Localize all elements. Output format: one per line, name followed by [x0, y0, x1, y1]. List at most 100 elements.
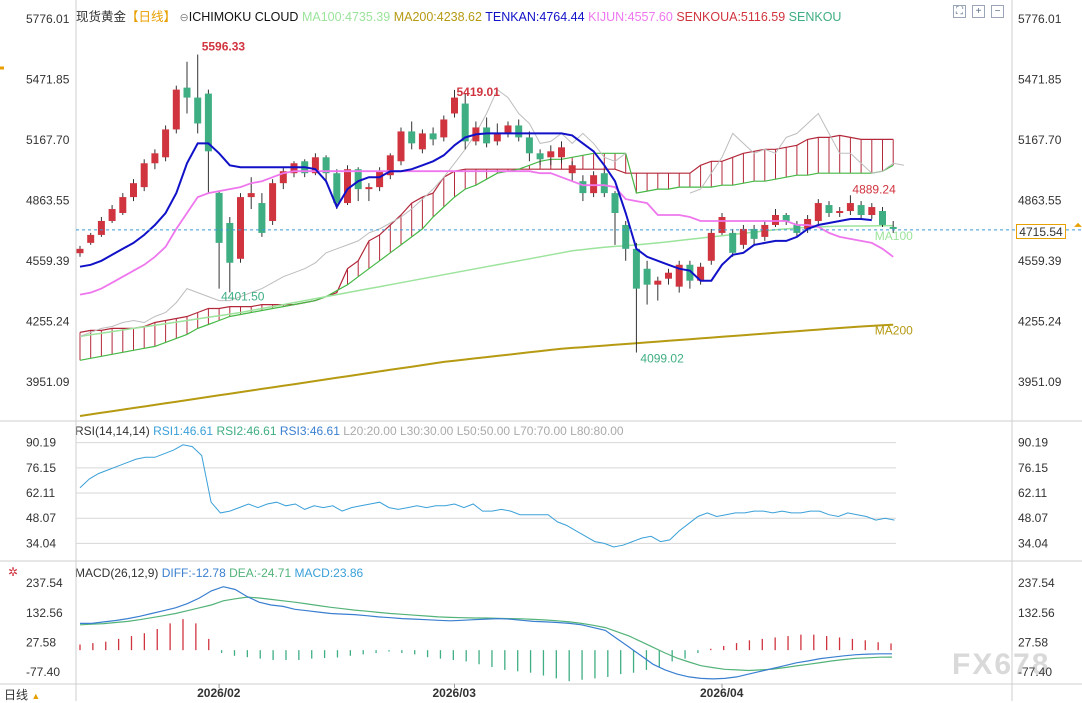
macd-tick-left: 27.58 [26, 635, 56, 649]
candle-body [857, 205, 865, 216]
y-tick-label-left: 5167.70 [26, 133, 70, 147]
candle-body [140, 163, 148, 188]
zoom-in-icon[interactable]: + [972, 5, 985, 18]
rsi1-value: RSI1:46.61 [153, 424, 214, 438]
symbol-label: 现货黄金 [76, 10, 127, 24]
rsi2-value: RSI2:46.61 [216, 424, 277, 438]
x-tick-label: 2026/04 [700, 686, 744, 700]
candle-body [846, 203, 854, 212]
candle-body [600, 173, 608, 194]
tenkan-line [79, 132, 872, 282]
rsi-tick-left: 76.15 [26, 461, 56, 475]
rsi-l50: L50:50.00 [456, 424, 511, 438]
candle-body [151, 153, 159, 164]
rsi-line [79, 444, 895, 548]
candle-body [739, 228, 747, 245]
candle-body [622, 224, 630, 249]
ma100-value: MA100:4735.39 [301, 10, 391, 24]
y-tick-label-right: 3951.09 [1018, 375, 1062, 389]
ma200-value: MA200:4238.62 [393, 10, 482, 24]
fullscreen-icon[interactable]: ⛶ [953, 5, 966, 18]
candle-body [119, 197, 127, 214]
candle-body [237, 197, 244, 259]
diff-line [80, 586, 892, 680]
candle-body [311, 157, 319, 174]
candle-body [718, 216, 726, 233]
candle-body [386, 155, 394, 176]
y-tick-label-left: 4255.24 [26, 314, 70, 328]
rsi-tick-left: 62.11 [26, 486, 55, 500]
rsi3-value: RSI3:46.61 [279, 424, 340, 438]
y-tick-label-left: 4863.55 [26, 193, 70, 207]
candle-body [868, 207, 876, 216]
candle-body [568, 165, 576, 174]
high-label: 5419.01 [457, 85, 501, 99]
chart-header: 现货黄金【日线】 ⊖ICHIMOKU CLOUD MA100:4735.39 M… [76, 6, 841, 25]
rsi-tick-right: 76.15 [1018, 461, 1048, 475]
candle-body [172, 89, 180, 130]
y-tick-label-right: 5471.85 [1018, 72, 1062, 86]
macd-value: MACD:23.86 [294, 566, 364, 580]
y-tick-label-right: 4559.39 [1018, 254, 1062, 268]
tenkan-value: TENKAN:4764.44 [485, 10, 585, 24]
senkou-a-line [79, 152, 894, 361]
rsi-header: RSI(14,14,14) RSI1:46.61 RSI2:46.61 RSI3… [75, 424, 624, 438]
indicator-settings-icon[interactable]: ⊖ [179, 12, 189, 24]
senkoub-value: SENKOU [788, 10, 842, 24]
rsi-tick-left: 90.19 [26, 436, 56, 450]
candle-body [632, 248, 640, 289]
candle-body [525, 137, 533, 154]
candle-body [354, 169, 362, 190]
candle-body [750, 228, 758, 239]
x-tick-label: 2026/03 [433, 686, 477, 700]
candle-body [215, 192, 223, 243]
candle-body [793, 224, 801, 233]
candle-body [322, 157, 330, 174]
candle-body [782, 215, 790, 221]
ma200-line [79, 323, 894, 417]
rsi-title: RSI(14,14,14) [75, 424, 150, 438]
y-tick-label-left: 4559.39 [26, 254, 70, 268]
candle-body [697, 266, 705, 281]
candle-body [333, 173, 341, 204]
macd-tick-right: 237.54 [1018, 576, 1055, 590]
candle-body [836, 211, 844, 214]
y-tick-label-right: 4255.24 [1018, 314, 1062, 328]
candle-body [643, 268, 651, 285]
candle-body [183, 87, 191, 98]
rsi-l20: L20:20.00 [343, 424, 397, 438]
candle-body [515, 125, 523, 138]
period-label[interactable]: 【日线】 [126, 10, 177, 24]
candle-body [408, 131, 416, 144]
candle-body [547, 151, 555, 158]
candle-body [879, 211, 886, 225]
macd-tick-left: 132.56 [26, 606, 63, 620]
candle-body [772, 215, 779, 225]
candle-body [675, 264, 683, 287]
candle-body [483, 127, 491, 144]
candle-body [204, 93, 212, 152]
diff-value: DIFF:-12.78 [161, 566, 226, 580]
candle-body [558, 147, 565, 158]
candle-body [611, 193, 619, 214]
high-label: 4889.24 [852, 182, 896, 196]
candle-body [418, 133, 426, 150]
rsi-l80: L80:80.00 [570, 424, 624, 438]
indicator-name[interactable]: ICHIMOKU CLOUD [188, 10, 299, 24]
candle-body [761, 224, 769, 237]
senkou-b-line [79, 134, 894, 333]
rsi-tick-right: 62.11 [1018, 486, 1047, 500]
period-selector[interactable]: 日线 ▲ [4, 686, 40, 703]
macd-settings-icon[interactable]: ✲ [8, 565, 19, 579]
candle-body [686, 264, 694, 281]
zoom-out-icon[interactable]: − [991, 5, 1004, 18]
dea-line [79, 596, 893, 672]
macd-title: MACD(26,12,9) [75, 566, 159, 580]
candle-body [493, 133, 501, 142]
price-arrow-icon [1074, 222, 1082, 227]
candle-body [536, 153, 544, 160]
rsi-l30: L30:30.00 [399, 424, 454, 438]
candle-body [269, 183, 277, 221]
candle-body [365, 187, 373, 190]
